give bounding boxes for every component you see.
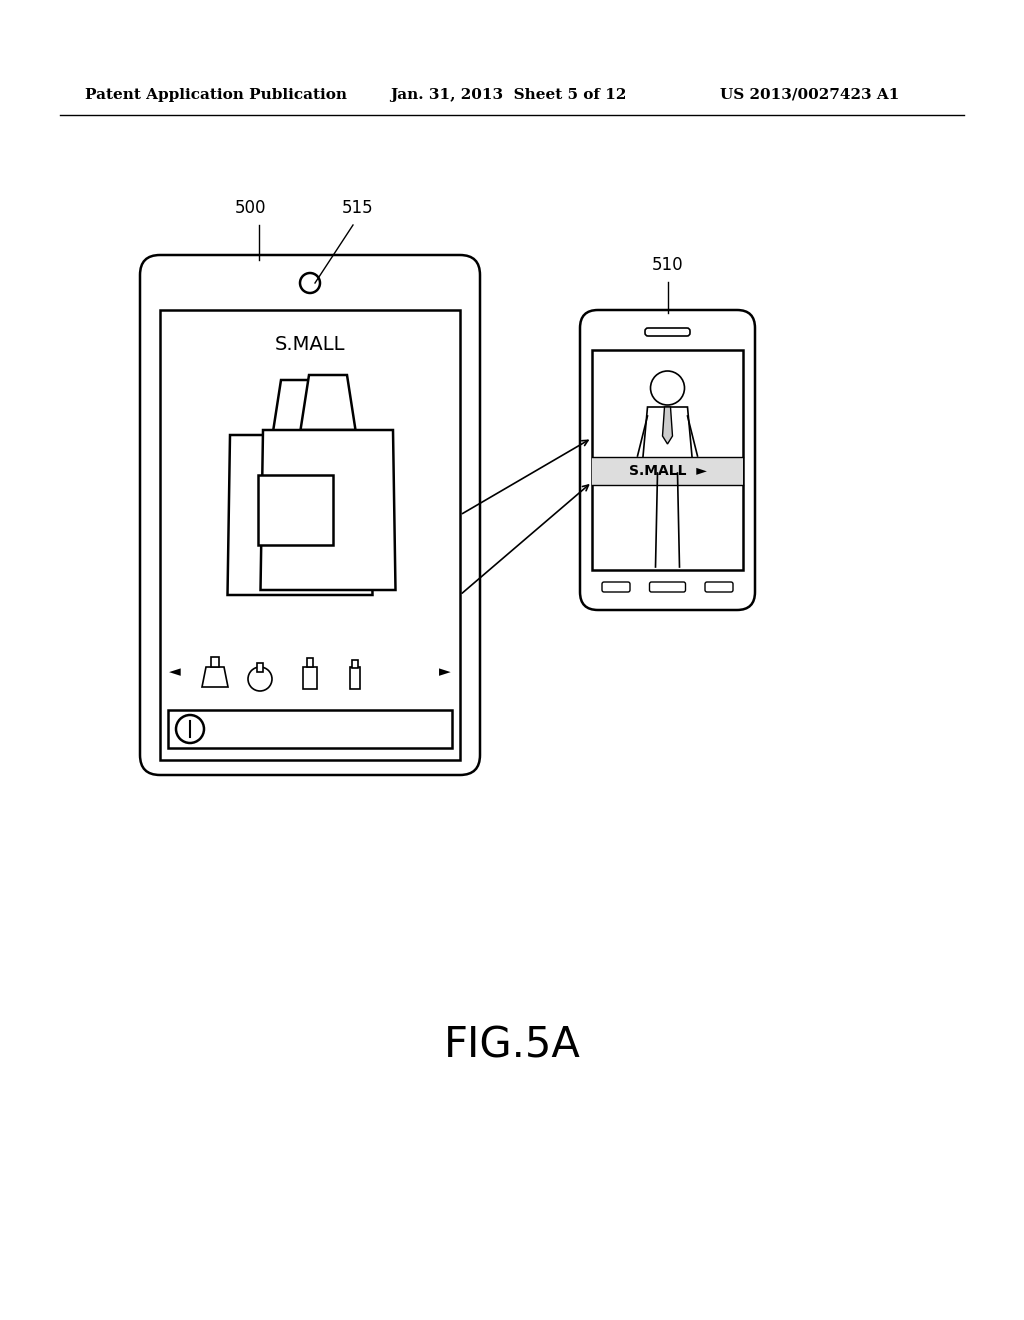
Polygon shape (641, 407, 693, 473)
Bar (352, 660, 358, 668)
FancyBboxPatch shape (705, 582, 733, 591)
Text: Jan. 31, 2013  Sheet 5 of 12: Jan. 31, 2013 Sheet 5 of 12 (390, 88, 627, 102)
FancyBboxPatch shape (140, 255, 480, 775)
Polygon shape (663, 407, 673, 444)
Text: ►: ► (439, 664, 451, 680)
Bar (350, 667, 360, 689)
Bar (257, 663, 263, 672)
Text: ◄: ◄ (169, 664, 181, 680)
FancyBboxPatch shape (645, 327, 690, 337)
FancyBboxPatch shape (580, 310, 755, 610)
Text: US 2013/0027423 A1: US 2013/0027423 A1 (720, 88, 899, 102)
Bar (307, 657, 313, 667)
Text: S.MALL  ►: S.MALL ► (629, 465, 707, 478)
Circle shape (176, 715, 204, 743)
Bar (592, 350, 743, 570)
Text: S.MALL: S.MALL (274, 335, 345, 355)
FancyBboxPatch shape (602, 582, 630, 591)
Circle shape (248, 667, 272, 690)
Text: Patent Application Publication: Patent Application Publication (85, 88, 347, 102)
Polygon shape (202, 667, 228, 686)
Bar (303, 667, 317, 689)
Circle shape (300, 273, 319, 293)
Text: 515: 515 (342, 199, 374, 216)
Polygon shape (300, 375, 355, 430)
Polygon shape (227, 436, 373, 595)
Bar (160, 310, 460, 760)
Text: 510: 510 (651, 256, 683, 275)
FancyBboxPatch shape (649, 582, 685, 591)
Bar (211, 657, 219, 667)
Text: FIG.5A: FIG.5A (443, 1024, 581, 1067)
Polygon shape (272, 380, 328, 436)
Circle shape (650, 371, 684, 405)
Text: 500: 500 (236, 199, 266, 216)
Polygon shape (260, 430, 395, 590)
Bar (592, 457, 743, 484)
Bar (257, 475, 333, 545)
Bar (168, 710, 452, 748)
